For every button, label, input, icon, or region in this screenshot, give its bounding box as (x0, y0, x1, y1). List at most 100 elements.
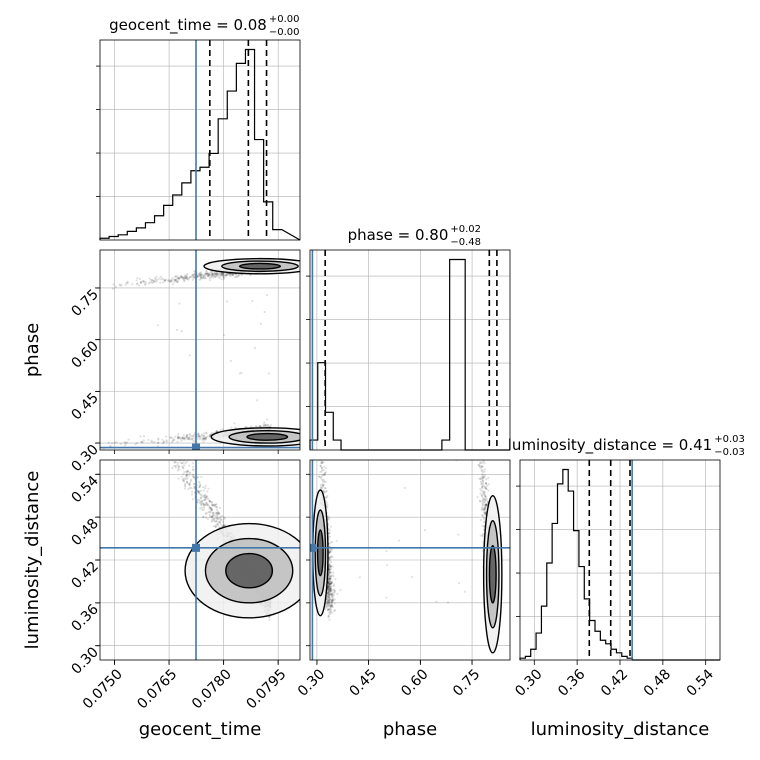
sample-point (486, 484, 489, 487)
sample-point (136, 277, 139, 280)
sample-point (484, 487, 487, 490)
sample-point (174, 275, 177, 278)
sample-point (327, 602, 330, 605)
sample-point (202, 502, 205, 505)
sample-point (319, 470, 322, 474)
sample-point (477, 383, 479, 385)
sample-point (329, 605, 332, 609)
sample-point (218, 521, 222, 524)
sample-point (479, 451, 481, 453)
sample-point (230, 273, 234, 276)
sample-point (177, 437, 180, 440)
sample-point (222, 275, 225, 278)
sample-point (320, 486, 323, 490)
sample-point (170, 280, 173, 283)
sample-point (483, 512, 487, 515)
sample-point (328, 558, 331, 561)
sample-point (212, 519, 216, 522)
sample-point (217, 520, 220, 524)
sample-point (215, 430, 218, 433)
sample-point (187, 438, 191, 441)
sample-point (143, 399, 145, 401)
sample-point (185, 434, 189, 437)
sample-point (483, 508, 486, 511)
sample-point (446, 601, 450, 604)
sample-point (198, 273, 201, 276)
sample-point (211, 517, 214, 520)
x-axis-label-geocent_time: geocent_time (139, 719, 262, 740)
sample-point (482, 532, 485, 536)
sample-point (177, 452, 179, 454)
sample-point (140, 395, 142, 397)
sample-point (481, 386, 483, 388)
sample-point (204, 498, 207, 501)
sample-point (319, 483, 322, 487)
sample-point (208, 499, 211, 502)
sample-point (157, 441, 160, 444)
sample-point (233, 275, 237, 279)
sample-point (202, 275, 205, 278)
sample-point (191, 437, 194, 440)
sample-point (206, 517, 209, 520)
sample-point (479, 518, 482, 522)
sample-point (385, 596, 388, 599)
sample-point (193, 433, 196, 436)
sample-point (476, 405, 478, 407)
sample-point (327, 518, 330, 521)
sample-point (326, 594, 329, 598)
sample-point (328, 535, 332, 538)
sample-point (329, 541, 332, 544)
sample-point (472, 332, 474, 334)
sample-point (327, 585, 330, 588)
sample-point (177, 465, 181, 468)
sample-point (222, 518, 226, 521)
sample-point (178, 436, 181, 439)
sample-point (482, 485, 485, 488)
sample-point (435, 600, 438, 603)
sample-point (328, 600, 331, 603)
sample-point (482, 508, 485, 512)
sample-point (217, 511, 220, 515)
sample-point (318, 475, 321, 478)
sample-point (150, 278, 154, 282)
sample-point (213, 503, 216, 507)
sample-point (188, 275, 192, 278)
sample-point (199, 496, 202, 499)
sample-point (207, 511, 210, 514)
sample-point (480, 433, 482, 435)
sample-point (324, 604, 328, 607)
sample-point (478, 394, 480, 396)
sample-point (208, 505, 211, 508)
sample-point (169, 280, 172, 283)
sample-point (138, 277, 141, 280)
sample-point (481, 494, 484, 497)
sample-point (151, 421, 153, 423)
sample-point (478, 455, 480, 457)
sample-point (214, 503, 217, 506)
sample-point (481, 534, 484, 537)
sample-point (484, 512, 487, 515)
sample-point (115, 441, 118, 444)
sample-point (326, 600, 329, 603)
sample-point (328, 550, 332, 553)
sample-point (328, 569, 331, 572)
sample-point (199, 489, 202, 492)
sample-point (203, 506, 206, 509)
sample-point (170, 279, 174, 282)
sample-point (111, 441, 114, 445)
sample-point (204, 498, 207, 501)
sample-point (134, 391, 136, 393)
sample-point (169, 280, 172, 283)
sample-point (478, 453, 480, 455)
sample-point (339, 588, 342, 592)
sample-point (332, 593, 335, 596)
sample-point (176, 281, 179, 284)
sample-point (483, 511, 486, 514)
sample-point (325, 496, 328, 499)
sample-point (482, 484, 485, 487)
sample-point (185, 460, 188, 463)
sample-point (201, 508, 204, 512)
xtick-label: 0.0750 (80, 666, 126, 712)
sample-point (185, 277, 189, 281)
sample-point (225, 300, 229, 303)
